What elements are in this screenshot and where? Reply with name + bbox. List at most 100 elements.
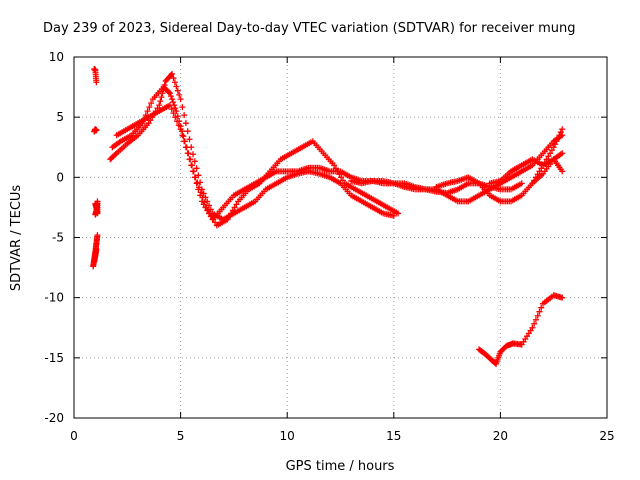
data-point xyxy=(559,294,566,301)
series-track-g xyxy=(529,156,566,187)
data-point xyxy=(529,324,536,331)
y-tick-label: -15 xyxy=(44,351,64,365)
data-point xyxy=(212,219,219,226)
data-point xyxy=(168,106,175,113)
data-point xyxy=(198,198,205,205)
data-point xyxy=(228,210,235,217)
data-point xyxy=(206,210,213,217)
data-point xyxy=(174,87,181,94)
data-point xyxy=(92,211,99,218)
data-point xyxy=(200,190,207,197)
data-point xyxy=(184,150,191,157)
data-point xyxy=(534,312,541,319)
data-point xyxy=(93,246,100,253)
data-point xyxy=(168,72,175,79)
data-point xyxy=(182,144,189,151)
data-point xyxy=(559,126,566,133)
data-point xyxy=(182,120,189,127)
x-tick-label: 5 xyxy=(177,429,185,443)
x-tick-label: 25 xyxy=(599,429,614,443)
data-point xyxy=(536,308,543,315)
data-point xyxy=(190,151,197,158)
data-point xyxy=(181,138,188,145)
data-point xyxy=(557,129,564,136)
data-point xyxy=(202,204,209,211)
data-point xyxy=(176,91,183,98)
data-point xyxy=(170,75,177,82)
data-point xyxy=(231,204,238,211)
y-axis-label: SDTVAR / TECUs xyxy=(9,185,24,292)
data-point xyxy=(338,174,345,181)
x-tick-label: 0 xyxy=(70,429,78,443)
series-spike-upper xyxy=(91,126,100,135)
data-point xyxy=(197,192,204,199)
data-point xyxy=(157,98,164,105)
data-point xyxy=(179,104,186,111)
data-point xyxy=(556,132,563,139)
data-point xyxy=(174,118,181,125)
series-spike-lower xyxy=(90,232,101,270)
data-point xyxy=(166,102,173,109)
data-point xyxy=(188,162,195,169)
data-point xyxy=(148,100,155,107)
data-point xyxy=(156,102,163,109)
chart-title: Day 239 of 2023, Sidereal Day-to-day VTE… xyxy=(43,21,576,36)
data-point xyxy=(536,168,543,175)
data-point xyxy=(165,89,172,96)
data-point xyxy=(547,150,554,157)
data-point xyxy=(554,135,561,142)
data-point xyxy=(144,108,151,115)
data-point xyxy=(146,104,153,111)
data-point xyxy=(181,112,188,119)
series-track-e xyxy=(433,126,566,205)
y-tick-label: 5 xyxy=(56,110,64,124)
data-point xyxy=(194,179,201,186)
chart-points xyxy=(90,66,566,367)
chart-grid xyxy=(74,57,607,418)
data-point xyxy=(193,165,200,172)
x-tick-label: 15 xyxy=(386,429,401,443)
data-point xyxy=(545,153,552,160)
data-point xyxy=(559,168,566,175)
data-point xyxy=(548,147,555,154)
series-early-spikes xyxy=(91,66,100,86)
data-point xyxy=(172,105,179,112)
y-tick-label: 10 xyxy=(49,50,64,64)
data-point xyxy=(395,210,402,217)
data-point xyxy=(552,141,559,148)
series-track-d xyxy=(348,132,566,205)
data-point xyxy=(172,114,179,121)
data-point xyxy=(331,162,338,169)
data-point xyxy=(177,126,184,133)
data-point xyxy=(177,96,184,103)
data-point xyxy=(184,128,191,135)
data-point xyxy=(170,99,177,106)
data-point xyxy=(171,79,178,86)
data-point xyxy=(518,180,525,187)
x-tick-label: 20 xyxy=(493,429,508,443)
data-point xyxy=(550,144,557,151)
x-axis-label: GPS time / hours xyxy=(286,459,395,474)
series-spike-mid xyxy=(92,198,101,218)
y-tick-label: -5 xyxy=(52,231,64,245)
data-point xyxy=(553,138,560,145)
data-point xyxy=(180,133,187,140)
data-point xyxy=(226,213,233,220)
data-point xyxy=(193,180,200,187)
data-point xyxy=(170,110,177,117)
data-point xyxy=(204,198,211,205)
data-point xyxy=(538,304,545,311)
data-point xyxy=(339,177,346,184)
data-point xyxy=(233,201,240,208)
data-point xyxy=(195,186,202,193)
data-point xyxy=(332,165,339,172)
x-tick-label: 10 xyxy=(280,429,295,443)
data-point xyxy=(93,127,100,134)
data-point xyxy=(186,156,193,163)
data-point xyxy=(531,320,538,327)
data-point xyxy=(173,83,180,90)
data-point xyxy=(186,136,193,143)
data-point xyxy=(229,207,236,214)
data-point xyxy=(169,96,176,103)
